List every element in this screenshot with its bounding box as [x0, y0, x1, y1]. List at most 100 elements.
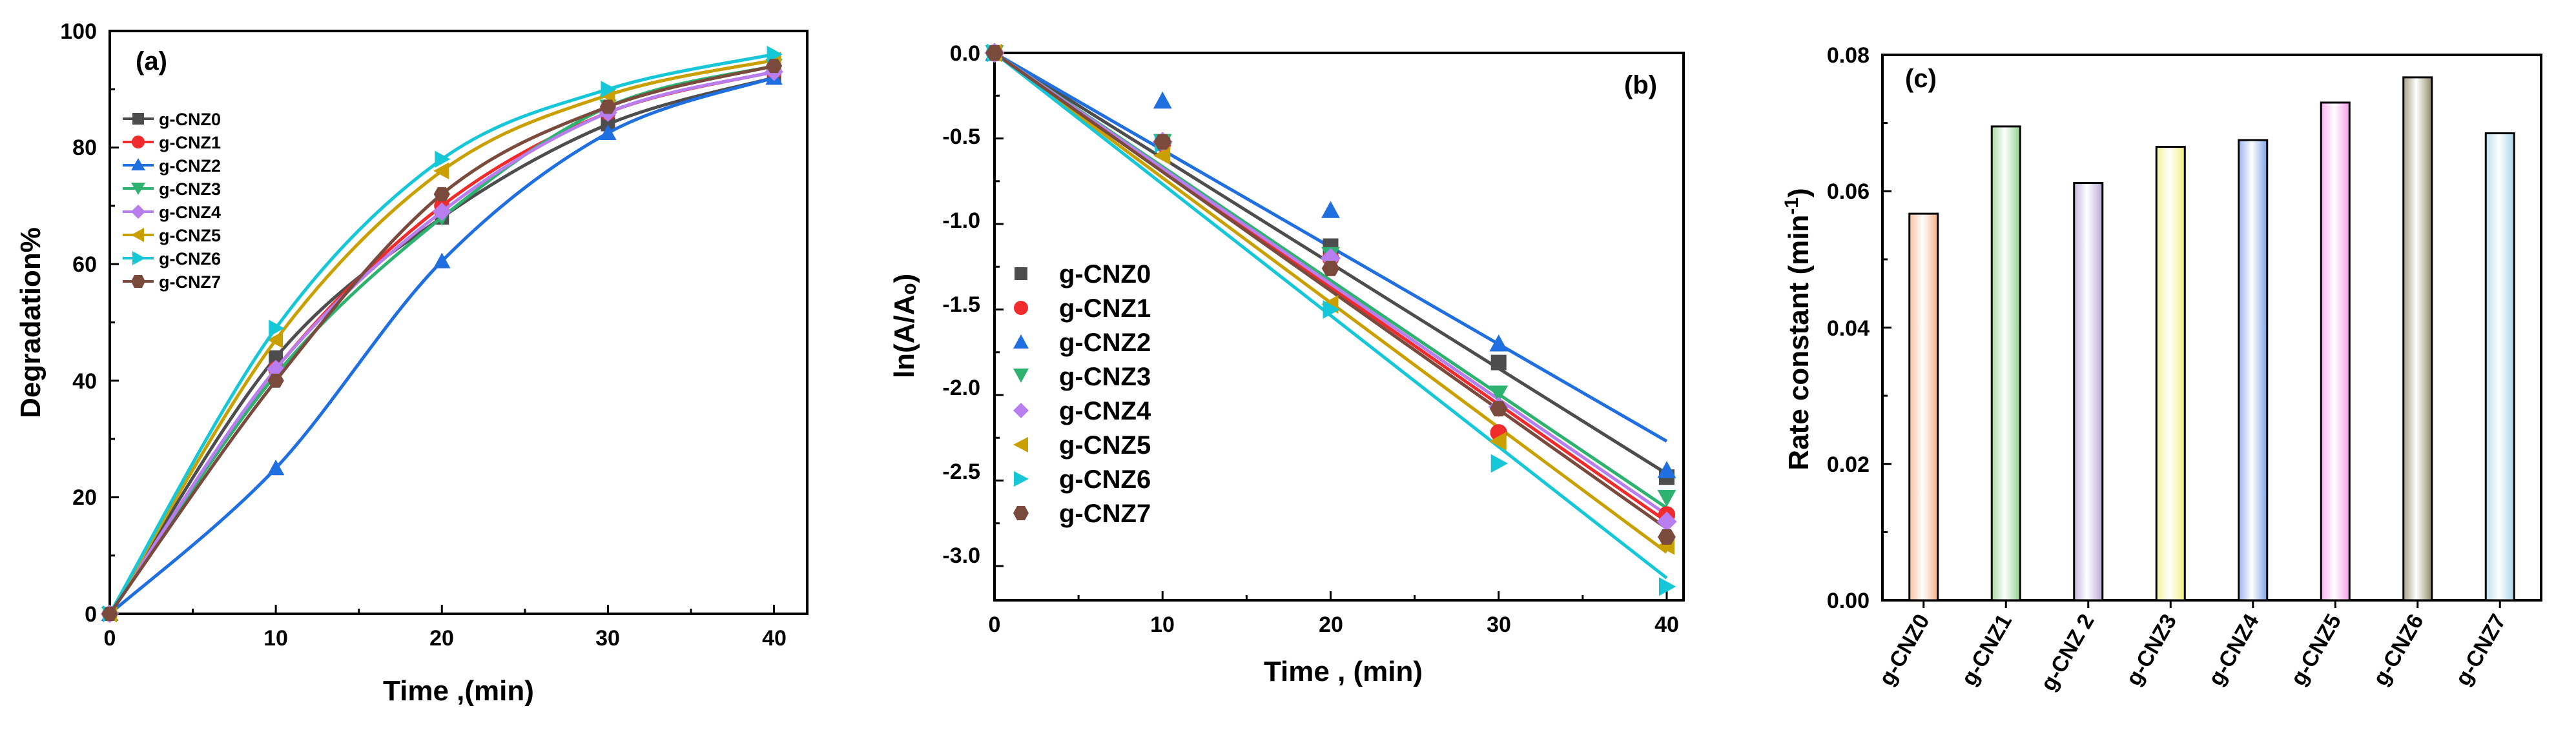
x-tick-label: 20 — [429, 626, 454, 651]
y-tick-label: 60 — [72, 252, 97, 277]
legend-marker-square — [1015, 267, 1027, 280]
x-tick-label: g-CNZ0 — [1874, 610, 1934, 690]
legend-label: g-CNZ2 — [1059, 329, 1151, 357]
bar-g-cnz6 — [2402, 76, 2433, 602]
panel-b-plot-area — [984, 43, 1677, 600]
legend-label: g-CNZ6 — [1059, 465, 1151, 494]
data-point-g-cnz6 — [767, 45, 783, 63]
y-tick-label: -2.0 — [942, 376, 980, 400]
legend-entry-g-cnz7: g-CNZ7 — [1013, 500, 1151, 528]
data-point-g-cnz7 — [765, 59, 783, 74]
legend-entry-g-cnz3: g-CNZ3 — [1013, 363, 1151, 391]
x-tick-label: g-CNZ3 — [2121, 610, 2181, 690]
panel-b-legend: g-CNZ0 g-CNZ1 g-CNZ2 g-CNZ3 g-CNZ4 g-CNZ… — [1013, 260, 1151, 528]
legend-entry-g-cnz4: g-CNZ4 — [123, 203, 221, 222]
bar-g-cnz3 — [2155, 146, 2186, 602]
legend-entry-g-cnz2: g-CNZ2 — [1013, 329, 1151, 357]
series-line-g-cnz7 — [108, 64, 775, 615]
ylabel-superscript: -1 — [1781, 198, 1802, 215]
panel-b-y-ticks: 0.0 -0.5 -1.0 -1.5 -2.0 -2.5 -3.0 — [942, 41, 980, 568]
legend-marker-triangle-left — [1013, 437, 1028, 452]
data-point-g-cnz4 — [266, 360, 285, 379]
legend-entry-g-cnz5: g-CNZ5 — [123, 226, 221, 245]
fit-line-g-cnz4 — [993, 51, 1668, 516]
legend-label: g-CNZ0 — [1059, 260, 1151, 289]
legend-marker-circle — [1014, 301, 1028, 315]
x-tick-label: 0 — [104, 626, 116, 651]
series-line-g-cnz5 — [108, 58, 775, 615]
x-tick-label: g-CNZ7 — [2451, 610, 2511, 690]
data-point-g-cnz3 — [1657, 490, 1676, 507]
x-tick-label: g-CNZ4 — [2203, 610, 2263, 690]
legend-label: g-CNZ0 — [159, 110, 221, 129]
legend-marker-triangle-down — [131, 183, 145, 195]
data-point-g-cnz6 — [1490, 454, 1509, 473]
data-point-g-cnz2 — [1153, 91, 1172, 109]
data-point-g-cnz5 — [433, 162, 449, 179]
data-point-g-cnz4 — [432, 202, 451, 221]
y-tick-label: 100 — [60, 19, 97, 44]
legend-label: g-CNZ2 — [159, 156, 221, 176]
x-tick-label: g-CNZ6 — [2368, 610, 2428, 690]
x-tick-label: 40 — [1654, 613, 1679, 637]
y-tick-label: 0.02 — [1827, 452, 1870, 477]
y-tick-label: -1.5 — [942, 292, 980, 317]
y-tick-label: -0.5 — [942, 125, 980, 149]
legend-entry-g-cnz7: g-CNZ7 — [123, 272, 221, 292]
y-tick-label: 40 — [72, 369, 97, 394]
data-point-g-cnz7 — [1153, 134, 1172, 150]
fit-line-g-cnz6 — [993, 52, 1668, 580]
bar-g-cnz2 — [2073, 182, 2104, 602]
data-point-g-cnz2 — [1489, 334, 1509, 352]
panel-a-degradation-chart: 0 20 40 60 80 100 0 10 20 30 40 Time ,(m… — [15, 19, 809, 707]
data-point-g-cnz2 — [599, 124, 617, 141]
panel-a-y-ticks: 0 20 40 60 80 100 — [60, 19, 97, 627]
y-tick-label: -1.0 — [942, 208, 980, 233]
panel-a-label: (a) — [136, 47, 167, 76]
panel-b-label: (b) — [1624, 71, 1657, 99]
legend-marker-triangle-up — [131, 158, 145, 170]
legend-marker-triangle-left — [131, 228, 144, 242]
y-tick-label: 0.0 — [950, 41, 980, 66]
data-point-g-cnz7 — [599, 99, 617, 114]
x-tick-label: g-CNZ 2 — [2036, 610, 2099, 695]
legend-label: g-CNZ4 — [159, 203, 221, 222]
y-tick-label: -3.0 — [942, 543, 980, 568]
legend-marker-triangle-right — [1014, 471, 1029, 487]
data-point-g-cnz7 — [1658, 529, 1676, 545]
x-tick-label: 40 — [762, 626, 787, 651]
y-tick-label: 0.04 — [1827, 316, 1870, 341]
bar-g-cnz1 — [1990, 125, 2021, 602]
legend-entry-g-cnz1: g-CNZ1 — [123, 133, 221, 152]
panel-b-x-axis-title: Time , (min) — [1264, 656, 1423, 687]
legend-marker-hexagon — [131, 275, 145, 288]
legend-entry-g-cnz6: g-CNZ6 — [1014, 465, 1151, 494]
x-tick-label: 30 — [1487, 613, 1511, 637]
data-point-g-cnz7 — [1489, 401, 1508, 417]
x-tick-label: g-CNZ1 — [1957, 610, 2017, 690]
legend-label: g-CNZ3 — [1059, 363, 1151, 391]
data-point-g-cnz2 — [1321, 201, 1340, 218]
series-line-g-cnz2 — [108, 76, 775, 615]
legend-marker-diamond — [1013, 403, 1029, 418]
legend-entry-g-cnz1: g-CNZ1 — [1014, 294, 1151, 323]
data-point-g-cnz6 — [1323, 300, 1340, 319]
y-tick-label: 0.00 — [1827, 589, 1870, 613]
data-point-g-cnz6 — [435, 150, 451, 168]
legend-marker-circle — [132, 136, 145, 148]
panel-b-y-axis-title: ln(A/Aₒ) — [889, 274, 920, 378]
y-tick-label: 20 — [72, 485, 97, 510]
legend-entry-g-cnz5: g-CNZ5 — [1013, 431, 1151, 460]
legend-marker-square — [132, 113, 144, 125]
data-point-g-cnz6 — [269, 319, 285, 337]
legend-entry-g-cnz4: g-CNZ4 — [1013, 397, 1151, 425]
legend-marker-diamond — [131, 205, 145, 219]
data-point-g-cnz3 — [1489, 385, 1509, 403]
legend-label: g-CNZ1 — [1059, 294, 1151, 323]
data-point-g-cnz6 — [601, 81, 617, 98]
x-tick-label: 30 — [595, 626, 620, 651]
data-point-g-cnz7 — [985, 45, 1004, 61]
series-line-g-cnz6 — [108, 52, 775, 615]
panel-a-x-ticks: 0 10 20 30 40 — [104, 626, 787, 651]
